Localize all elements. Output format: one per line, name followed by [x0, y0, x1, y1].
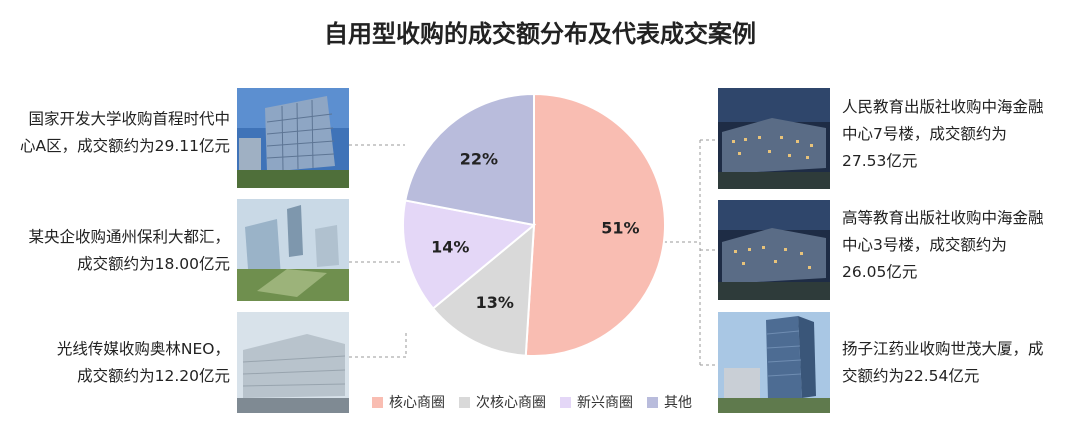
case-line: 某央企收购通州保利大都汇， — [28, 228, 230, 246]
slice-label: 22% — [460, 149, 498, 168]
legend-item: 新兴商圈 — [560, 392, 633, 412]
case-line: 成交额约为18.00亿元 — [77, 255, 230, 273]
legend-swatch — [372, 396, 383, 408]
case-line: 中心7号楼，成交额约为 — [842, 125, 1007, 143]
slice-label: 51% — [601, 219, 639, 238]
pie-slice-3 — [404, 92, 535, 227]
legend-swatch — [560, 396, 571, 408]
connector-lines — [349, 139, 718, 366]
chart-legend: 核心商圈 次核心商圈 新兴商圈 其他 — [372, 392, 692, 412]
building-photo-left-3 — [237, 312, 349, 413]
building-photo-left-1 — [237, 88, 349, 188]
slice-label: 13% — [476, 293, 514, 312]
legend-label: 次核心商圈 — [476, 395, 546, 411]
building-photo-left-2 — [237, 199, 349, 301]
legend-swatch — [459, 396, 470, 408]
case-line: 扬子江药业收购世茂大厦，成 — [842, 340, 1044, 358]
case-text-right-2: 高等教育出版社收购中海金融 中心3号楼，成交额约为 26.05亿元 — [842, 205, 1072, 286]
legend-label: 新兴商圈 — [577, 395, 633, 411]
connector-line — [349, 330, 407, 358]
slice-label: 14% — [431, 238, 469, 257]
pie-slice-1 — [431, 222, 536, 357]
case-text-left-3: 光线传媒收购奥林NEO， 成交额约为12.20亿元 — [0, 336, 230, 390]
case-line: 交额约为22.54亿元 — [842, 367, 980, 385]
case-text-left-2: 某央企收购通州保利大都汇， 成交额约为18.00亿元 — [0, 224, 230, 278]
case-text-right-1: 人民教育出版社收购中海金融 中心7号楼，成交额约为 27.53亿元 — [842, 94, 1072, 175]
pie-slice-0 — [524, 92, 667, 357]
page-title: 自用型收购的成交额分布及代表成交案例 — [324, 20, 756, 48]
building-photo-right-3 — [718, 312, 830, 413]
case-line: 光线传媒收购奥林NEO， — [56, 340, 230, 358]
case-text-left-1: 国家开发大学收购首程时代中 心A区，成交额约为29.11亿元 — [0, 106, 230, 160]
legend-label: 其他 — [664, 395, 692, 411]
building-photo-right-2 — [718, 200, 830, 300]
case-line: 26.05亿元 — [842, 263, 918, 281]
case-line: 高等教育出版社收购中海金融 — [842, 209, 1044, 227]
legend-item: 次核心商圈 — [459, 392, 546, 412]
building-photo-right-1 — [718, 88, 830, 189]
legend-swatch — [647, 396, 658, 408]
case-line: 国家开发大学收购首程时代中 — [28, 110, 230, 128]
case-text-right-3: 扬子江药业收购世茂大厦，成 交额约为22.54亿元 — [842, 336, 1072, 390]
legend-label: 核心商圈 — [389, 395, 445, 411]
pie-slice-2 — [402, 199, 537, 310]
case-line: 成交额约为12.20亿元 — [77, 367, 230, 385]
legend-item: 核心商圈 — [372, 392, 445, 412]
case-line: 心A区，成交额约为29.11亿元 — [20, 137, 230, 155]
legend-item: 其他 — [647, 392, 692, 412]
case-line: 中心3号楼，成交额约为 — [842, 236, 1007, 254]
case-line: 27.53亿元 — [842, 152, 918, 170]
case-line: 人民教育出版社收购中海金融 — [842, 98, 1044, 116]
